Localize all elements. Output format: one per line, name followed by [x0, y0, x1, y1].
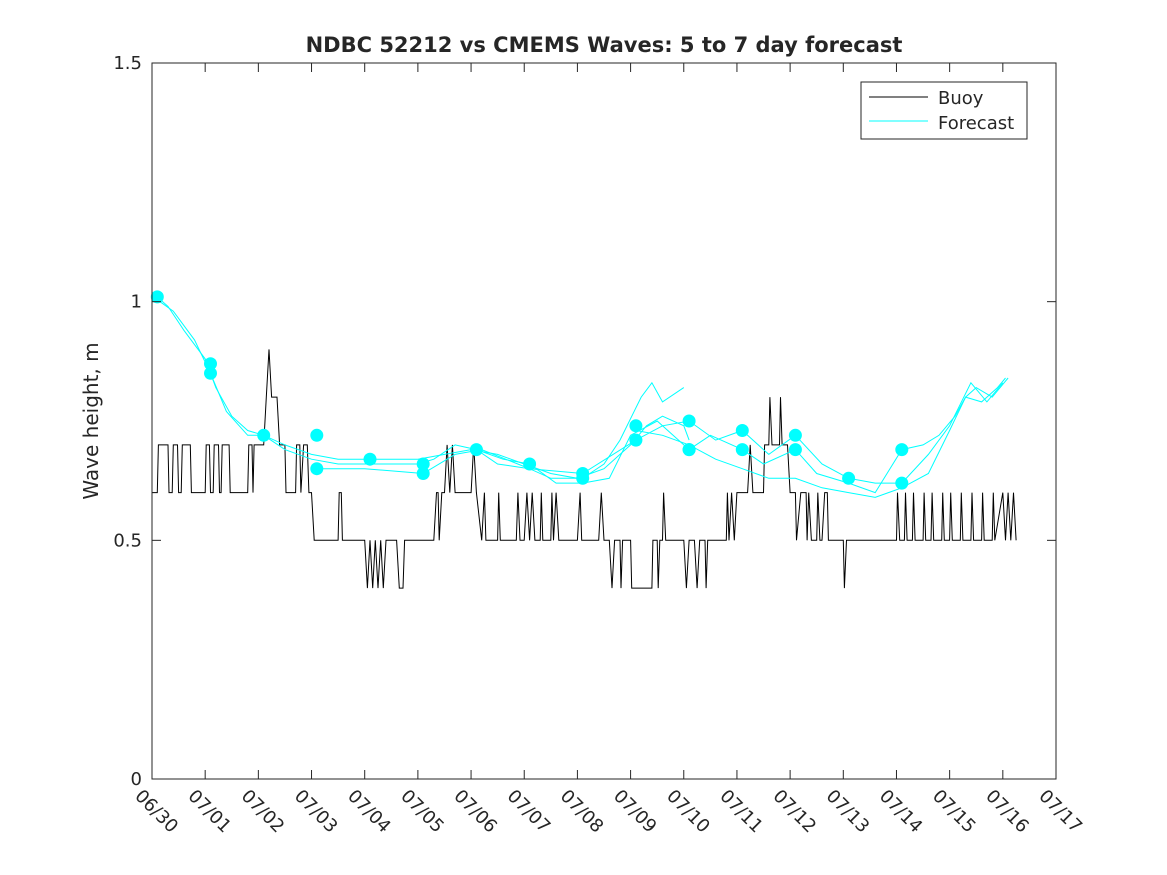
y-tick-label: 0.5	[113, 530, 142, 551]
forecast-marker-4-1	[735, 443, 749, 457]
forecast-marker-3-5	[735, 424, 749, 437]
forecast-marker-1-2	[310, 428, 324, 442]
forecast-marker-4-3	[895, 443, 909, 457]
series-layer	[150, 290, 1017, 589]
forecast-marker-4-2	[788, 443, 802, 457]
forecast-marker-3-0	[310, 462, 324, 476]
forecast-marker-3-3	[629, 433, 643, 447]
plot-frame	[151, 62, 1057, 780]
forecast-marker-3-2	[576, 467, 590, 480]
forecast-marker-1-0	[150, 290, 164, 304]
series-line-2	[159, 301, 685, 479]
forecast-marker-3-4	[682, 414, 696, 428]
forecast-marker-2-0	[204, 366, 217, 380]
y-tick-label: 1	[131, 292, 142, 313]
forecast-marker-2-1	[257, 428, 271, 442]
legend-label-forecast: Forecast	[938, 113, 1014, 134]
series-line-4	[476, 377, 1009, 494]
forecast-marker-3-7	[842, 471, 856, 485]
y-axis-label: Wave height, m	[79, 342, 103, 499]
forecast-marker-1-5	[629, 419, 643, 433]
forecast-marker-1-3	[416, 457, 430, 471]
forecast-marker-3-6	[788, 428, 802, 442]
forecast-marker-2-2	[363, 452, 377, 466]
y-tick-label: 0	[131, 769, 142, 790]
forecast-marker-3-1	[416, 467, 430, 480]
y-axis: 0 0.5 1 1.5	[113, 53, 1056, 790]
legend-label-buoy: Buoy	[938, 88, 984, 109]
y-tick-label: 1.5	[113, 53, 142, 74]
series-line-0	[152, 349, 1017, 589]
legend-box	[860, 81, 1028, 140]
chart-title: NDBC 52212 vs CMEMS Waves: 5 to 7 day fo…	[306, 33, 903, 57]
legend: Buoy Forecast	[860, 81, 1028, 140]
series-line-5	[635, 377, 1006, 498]
